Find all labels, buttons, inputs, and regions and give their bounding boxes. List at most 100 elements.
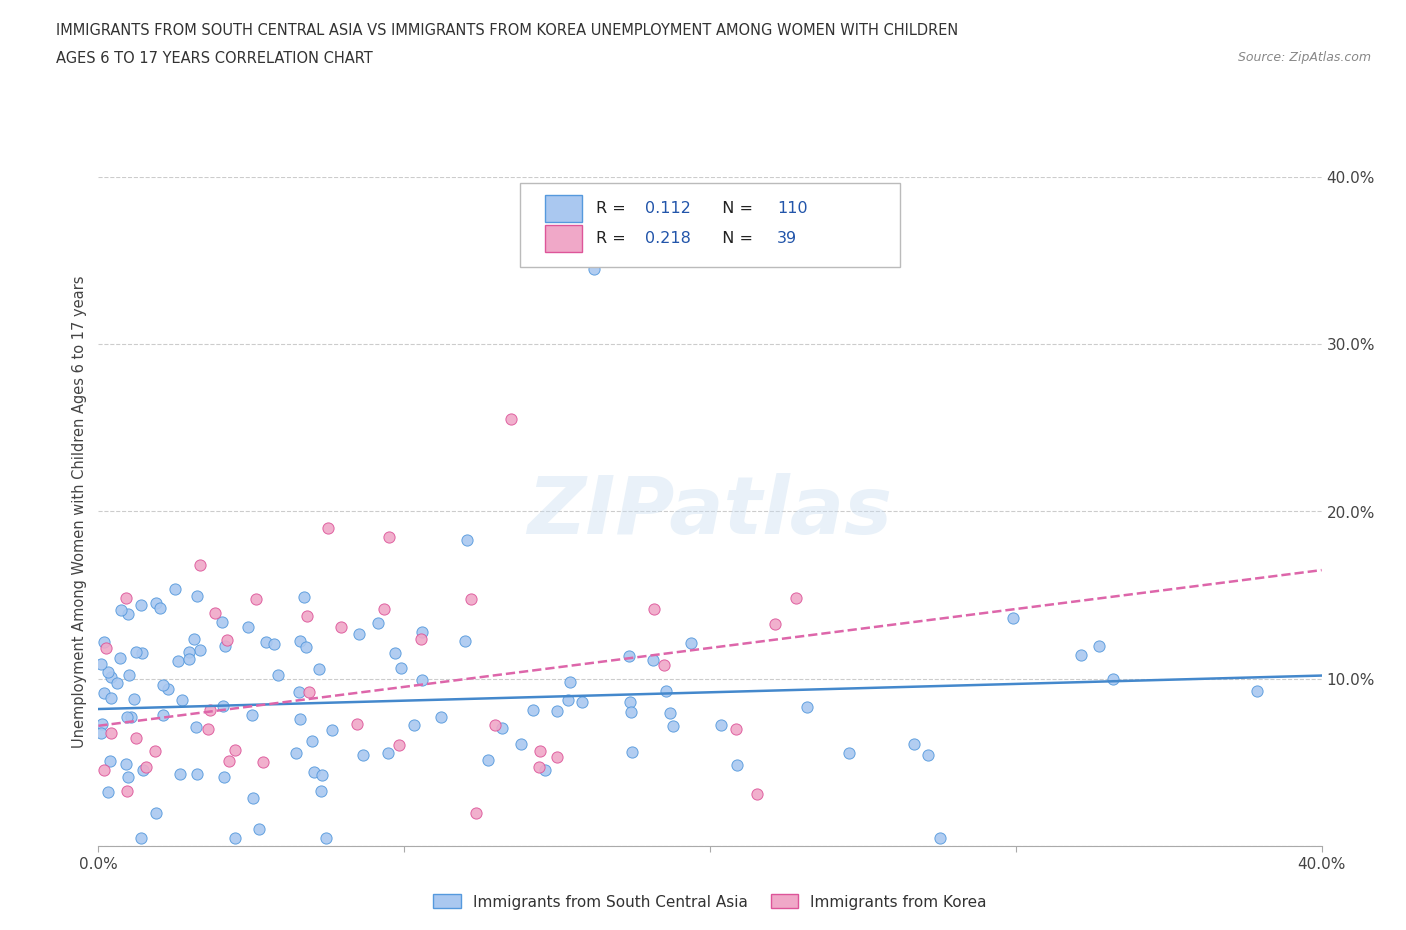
Point (643, 601, 665, 616)
Point (349, 626, 371, 641)
Point (129, 597, 152, 612)
Point (430, 710, 453, 724)
Point (217, 632, 239, 647)
Point (655, 683, 678, 698)
Text: 0.218: 0.218 (645, 231, 692, 246)
Point (97, 664, 120, 679)
Point (373, 602, 395, 617)
Point (641, 653, 664, 668)
Point (186, 767, 208, 782)
Point (288, 684, 311, 699)
Point (143, 744, 166, 759)
Point (93, 686, 115, 701)
Point (388, 737, 411, 752)
Point (456, 533, 478, 548)
Legend: Immigrants from South Central Asia, Immigrants from Korea: Immigrants from South Central Asia, Immi… (427, 888, 993, 916)
Point (90, 725, 112, 740)
Text: ZIPatlas: ZIPatlas (527, 472, 893, 551)
Point (100, 691, 122, 706)
Point (145, 805, 167, 820)
Point (115, 757, 138, 772)
Point (214, 638, 236, 653)
Point (118, 668, 141, 683)
Point (522, 702, 544, 717)
Point (93, 763, 115, 777)
Point (316, 521, 339, 536)
Point (245, 591, 267, 606)
Point (619, 695, 641, 710)
Point (661, 718, 683, 733)
Point (533, 763, 555, 777)
Point (917, 748, 939, 763)
Point (204, 605, 226, 620)
Point (190, 558, 212, 573)
Point (254, 634, 277, 649)
Point (1246, 684, 1268, 698)
Point (117, 769, 139, 784)
Point (557, 693, 579, 708)
Point (292, 590, 315, 604)
Point (211, 615, 233, 630)
Point (110, 603, 132, 618)
FancyBboxPatch shape (520, 183, 900, 267)
Text: N =: N = (713, 231, 759, 246)
Point (838, 746, 860, 761)
Text: N =: N = (713, 201, 759, 217)
Point (124, 731, 146, 746)
Point (725, 758, 748, 773)
Text: IMMIGRANTS FROM SOUTH CENTRAL ASIA VS IMMIGRANTS FROM KOREA UNEMPLOYMENT AMONG W: IMMIGRANTS FROM SOUTH CENTRAL ASIA VS IM… (56, 23, 959, 38)
Point (302, 764, 325, 779)
Point (367, 616, 389, 631)
Point (120, 710, 142, 724)
Bar (546, 225, 582, 252)
Point (546, 703, 568, 718)
Point (404, 718, 426, 733)
Point (745, 787, 768, 802)
Text: 39: 39 (778, 231, 797, 246)
Point (929, 830, 952, 845)
Point (491, 721, 513, 736)
Point (200, 702, 222, 717)
Point (115, 710, 138, 724)
Point (252, 754, 274, 769)
Point (377, 746, 399, 761)
Point (454, 633, 477, 648)
Point (122, 692, 145, 707)
Point (527, 760, 550, 775)
Point (617, 648, 640, 663)
Point (389, 660, 412, 675)
Point (571, 695, 593, 710)
Point (464, 805, 486, 820)
Point (135, 760, 157, 775)
Point (378, 529, 401, 544)
Point (115, 591, 138, 605)
Point (107, 675, 129, 690)
Point (297, 608, 319, 623)
Point (620, 704, 643, 719)
Point (145, 596, 167, 611)
Point (132, 763, 155, 777)
Point (94, 641, 117, 656)
Point (411, 673, 433, 688)
Point (621, 745, 644, 760)
Point (242, 790, 264, 805)
Point (218, 754, 240, 769)
Point (242, 708, 264, 723)
Point (658, 706, 681, 721)
Text: R =: R = (596, 231, 631, 246)
Point (149, 601, 172, 616)
Text: 0.112: 0.112 (645, 201, 692, 217)
Point (236, 619, 259, 634)
Point (212, 698, 235, 713)
Point (190, 643, 212, 658)
Point (125, 644, 148, 659)
Point (509, 737, 531, 751)
Point (100, 754, 122, 769)
Text: Source: ZipAtlas.com: Source: ZipAtlas.com (1237, 51, 1371, 64)
Point (165, 581, 187, 596)
Point (267, 668, 290, 683)
Point (186, 589, 208, 604)
Point (679, 636, 702, 651)
Point (724, 722, 747, 737)
Point (582, 261, 605, 276)
